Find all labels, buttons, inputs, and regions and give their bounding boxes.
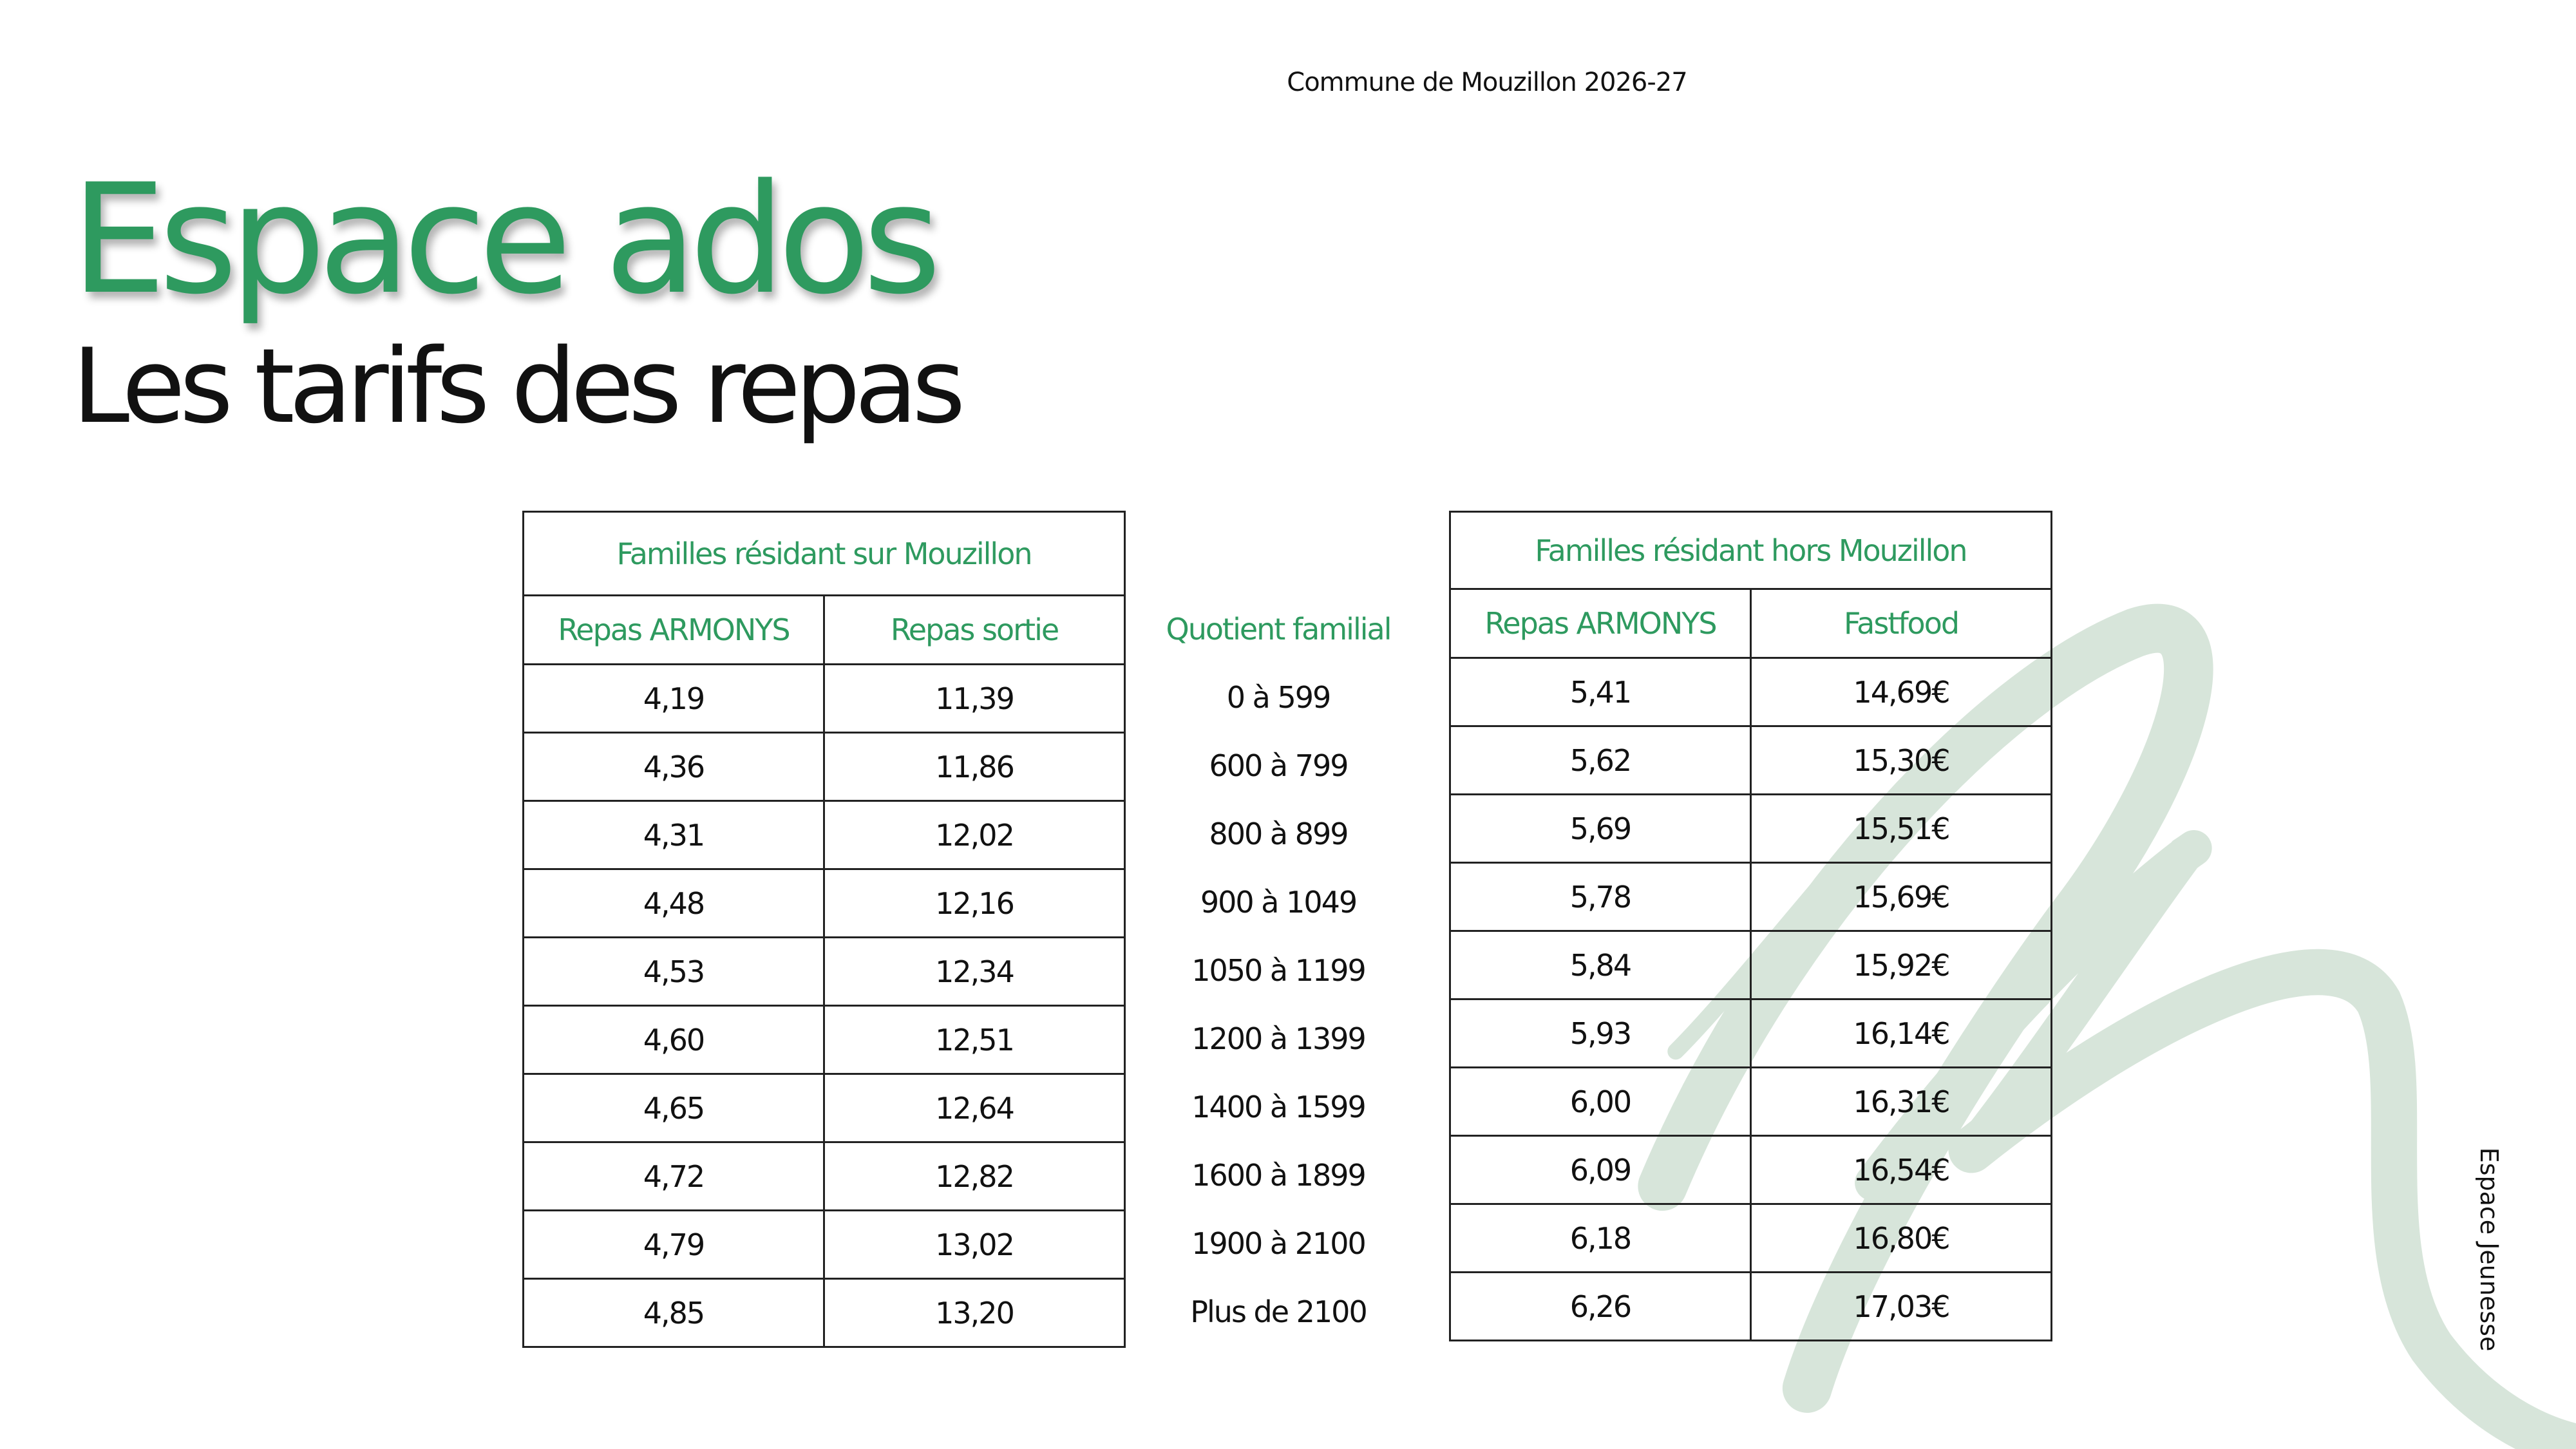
table-row: 6,00 16,31€ <box>1449 1066 2052 1137</box>
table-cell: 16,54€ <box>1750 1135 2052 1205</box>
header: Commune de Mouzillon 2026-27 <box>1287 68 1687 97</box>
table-cell: 12,16 <box>823 868 1126 938</box>
table-cell: 15,69€ <box>1750 862 2052 932</box>
table-body: Familles résidant hors Mouzillon Repas AR… <box>1449 511 2052 1341</box>
table-row: 4,36 11,86 <box>522 732 1126 802</box>
table-cell: 4,19 <box>522 663 825 734</box>
table-cell: 5,69 <box>1449 793 1752 864</box>
table-cell: 4,72 <box>522 1141 825 1211</box>
column-header: Repas ARMONYS <box>522 594 825 665</box>
table-cell: 5,84 <box>1449 930 1752 1000</box>
table-body: Familles résidant sur Mouzillon Repas ARM… <box>522 511 1126 1348</box>
quotient-range: 1600 à 1899 <box>1191 1158 1367 1193</box>
table-cell: 17,03€ <box>1750 1271 2052 1341</box>
table-cell: 6,18 <box>1449 1203 1752 1273</box>
table-row: 5,78 15,69€ <box>1449 862 2052 932</box>
table-row: 5,41 14,69€ <box>1449 657 2052 727</box>
table-row: 4,65 12,64 <box>522 1073 1126 1143</box>
table-cell: 4,60 <box>522 1005 825 1075</box>
table-title-row: Familles résidant hors Mouzillon <box>1449 511 2052 590</box>
table-cell: 12,34 <box>823 936 1126 1007</box>
table-cell: 12,51 <box>823 1005 1126 1075</box>
table-row: 4,79 13,02 <box>522 1209 1126 1280</box>
quotient-range: 1200 à 1399 <box>1191 1021 1367 1056</box>
table-cell: 5,62 <box>1449 725 1752 795</box>
table-cell: 4,48 <box>522 868 825 938</box>
table-cell: 11,86 <box>823 732 1126 802</box>
table-cell: 16,80€ <box>1750 1203 2052 1273</box>
table-row: 4,19 11,39 <box>522 663 1126 734</box>
table-cell: 12,82 <box>823 1141 1126 1211</box>
table-cell: 4,65 <box>522 1073 825 1143</box>
table-row: 5,62 15,30€ <box>1449 725 2052 795</box>
table-cell: 5,78 <box>1449 862 1752 932</box>
table-cell: 4,79 <box>522 1209 825 1280</box>
quotient-range: 800 à 899 <box>1209 817 1349 851</box>
column-header: Repas sortie <box>823 594 1126 665</box>
table-cell: 14,69€ <box>1750 657 2052 727</box>
price-table: Familles résidant hors Mouzillon Repas AR… <box>1449 511 2052 1341</box>
table-row: 6,26 17,03€ <box>1449 1271 2052 1341</box>
quotient-range: 0 à 599 <box>1226 680 1332 715</box>
table-row: 4,31 12,02 <box>522 800 1126 870</box>
table-cell: 5,93 <box>1449 998 1752 1068</box>
table-title: Familles résidant sur Mouzillon <box>522 511 1126 596</box>
table-cell: 15,51€ <box>1750 793 2052 864</box>
column-header-row: Repas ARMONYS Repas sortie <box>522 594 1126 665</box>
table-cell: 15,30€ <box>1750 725 2052 795</box>
table-title: Familles résidant hors Mouzillon <box>1449 511 2052 590</box>
column-header-row: Repas ARMONYS Fastfood <box>1449 588 2052 659</box>
table-cell: 6,00 <box>1449 1066 1752 1137</box>
table-row: 4,72 12,82 <box>522 1141 1126 1211</box>
table-row: 4,48 12,16 <box>522 868 1126 938</box>
table-row: 4,60 12,51 <box>522 1005 1126 1075</box>
table-row: 5,93 16,14€ <box>1449 998 2052 1068</box>
column-header: Repas ARMONYS <box>1449 588 1752 659</box>
quotient-column: Quotient familial 0 à 599 600 à 799 800 à 8… <box>1146 594 1410 1346</box>
price-table: Familles résidant sur Mouzillon Repas ARM… <box>522 511 1126 1348</box>
table-row: 6,18 16,80€ <box>1449 1203 2052 1273</box>
table-cell: 12,02 <box>823 800 1126 870</box>
table-cell: 4,36 <box>522 732 825 802</box>
table-cell: 4,31 <box>522 800 825 870</box>
table-title-row: Familles résidant sur Mouzillon <box>522 511 1126 596</box>
quotient-range: 1400 à 1599 <box>1191 1090 1367 1124</box>
table-cell: 4,53 <box>522 936 825 1007</box>
quotient-range: 1050 à 1199 <box>1191 953 1367 988</box>
table-cell: 6,09 <box>1449 1135 1752 1205</box>
title: Espace ados <box>71 152 942 328</box>
table-cell: 12,64 <box>823 1073 1126 1143</box>
table-row: 4,85 13,20 <box>522 1278 1126 1348</box>
table-cell: 13,20 <box>823 1278 1126 1348</box>
quotient-range: Plus de 2100 <box>1190 1294 1367 1329</box>
table-cell: 15,92€ <box>1750 930 2052 1000</box>
quotient-range: 900 à 1049 <box>1200 885 1358 920</box>
table-cell: 16,31€ <box>1750 1066 2052 1137</box>
quotient-range: 600 à 799 <box>1209 748 1349 783</box>
table-cell: 6,26 <box>1449 1271 1752 1341</box>
table-row: 6,09 16,54€ <box>1449 1135 2052 1205</box>
quotient-title: Quotient familial <box>1166 611 1392 647</box>
table-row: 5,69 15,51€ <box>1449 793 2052 864</box>
table-cell: 5,41 <box>1449 657 1752 727</box>
column-header: Fastfood <box>1750 588 2052 659</box>
table-cell: 4,85 <box>522 1278 825 1348</box>
subtitle: Les tarifs des repas <box>72 326 965 446</box>
table-row: 4,53 12,34 <box>522 936 1126 1007</box>
side-label: Espace Jeunesse <box>2475 1147 2503 1352</box>
table-row: 5,84 15,92€ <box>1449 930 2052 1000</box>
table-cell: 16,14€ <box>1750 998 2052 1068</box>
table-cell: 11,39 <box>823 663 1126 734</box>
quotient-range: 1900 à 2100 <box>1191 1226 1367 1261</box>
table-cell: 13,02 <box>823 1209 1126 1280</box>
